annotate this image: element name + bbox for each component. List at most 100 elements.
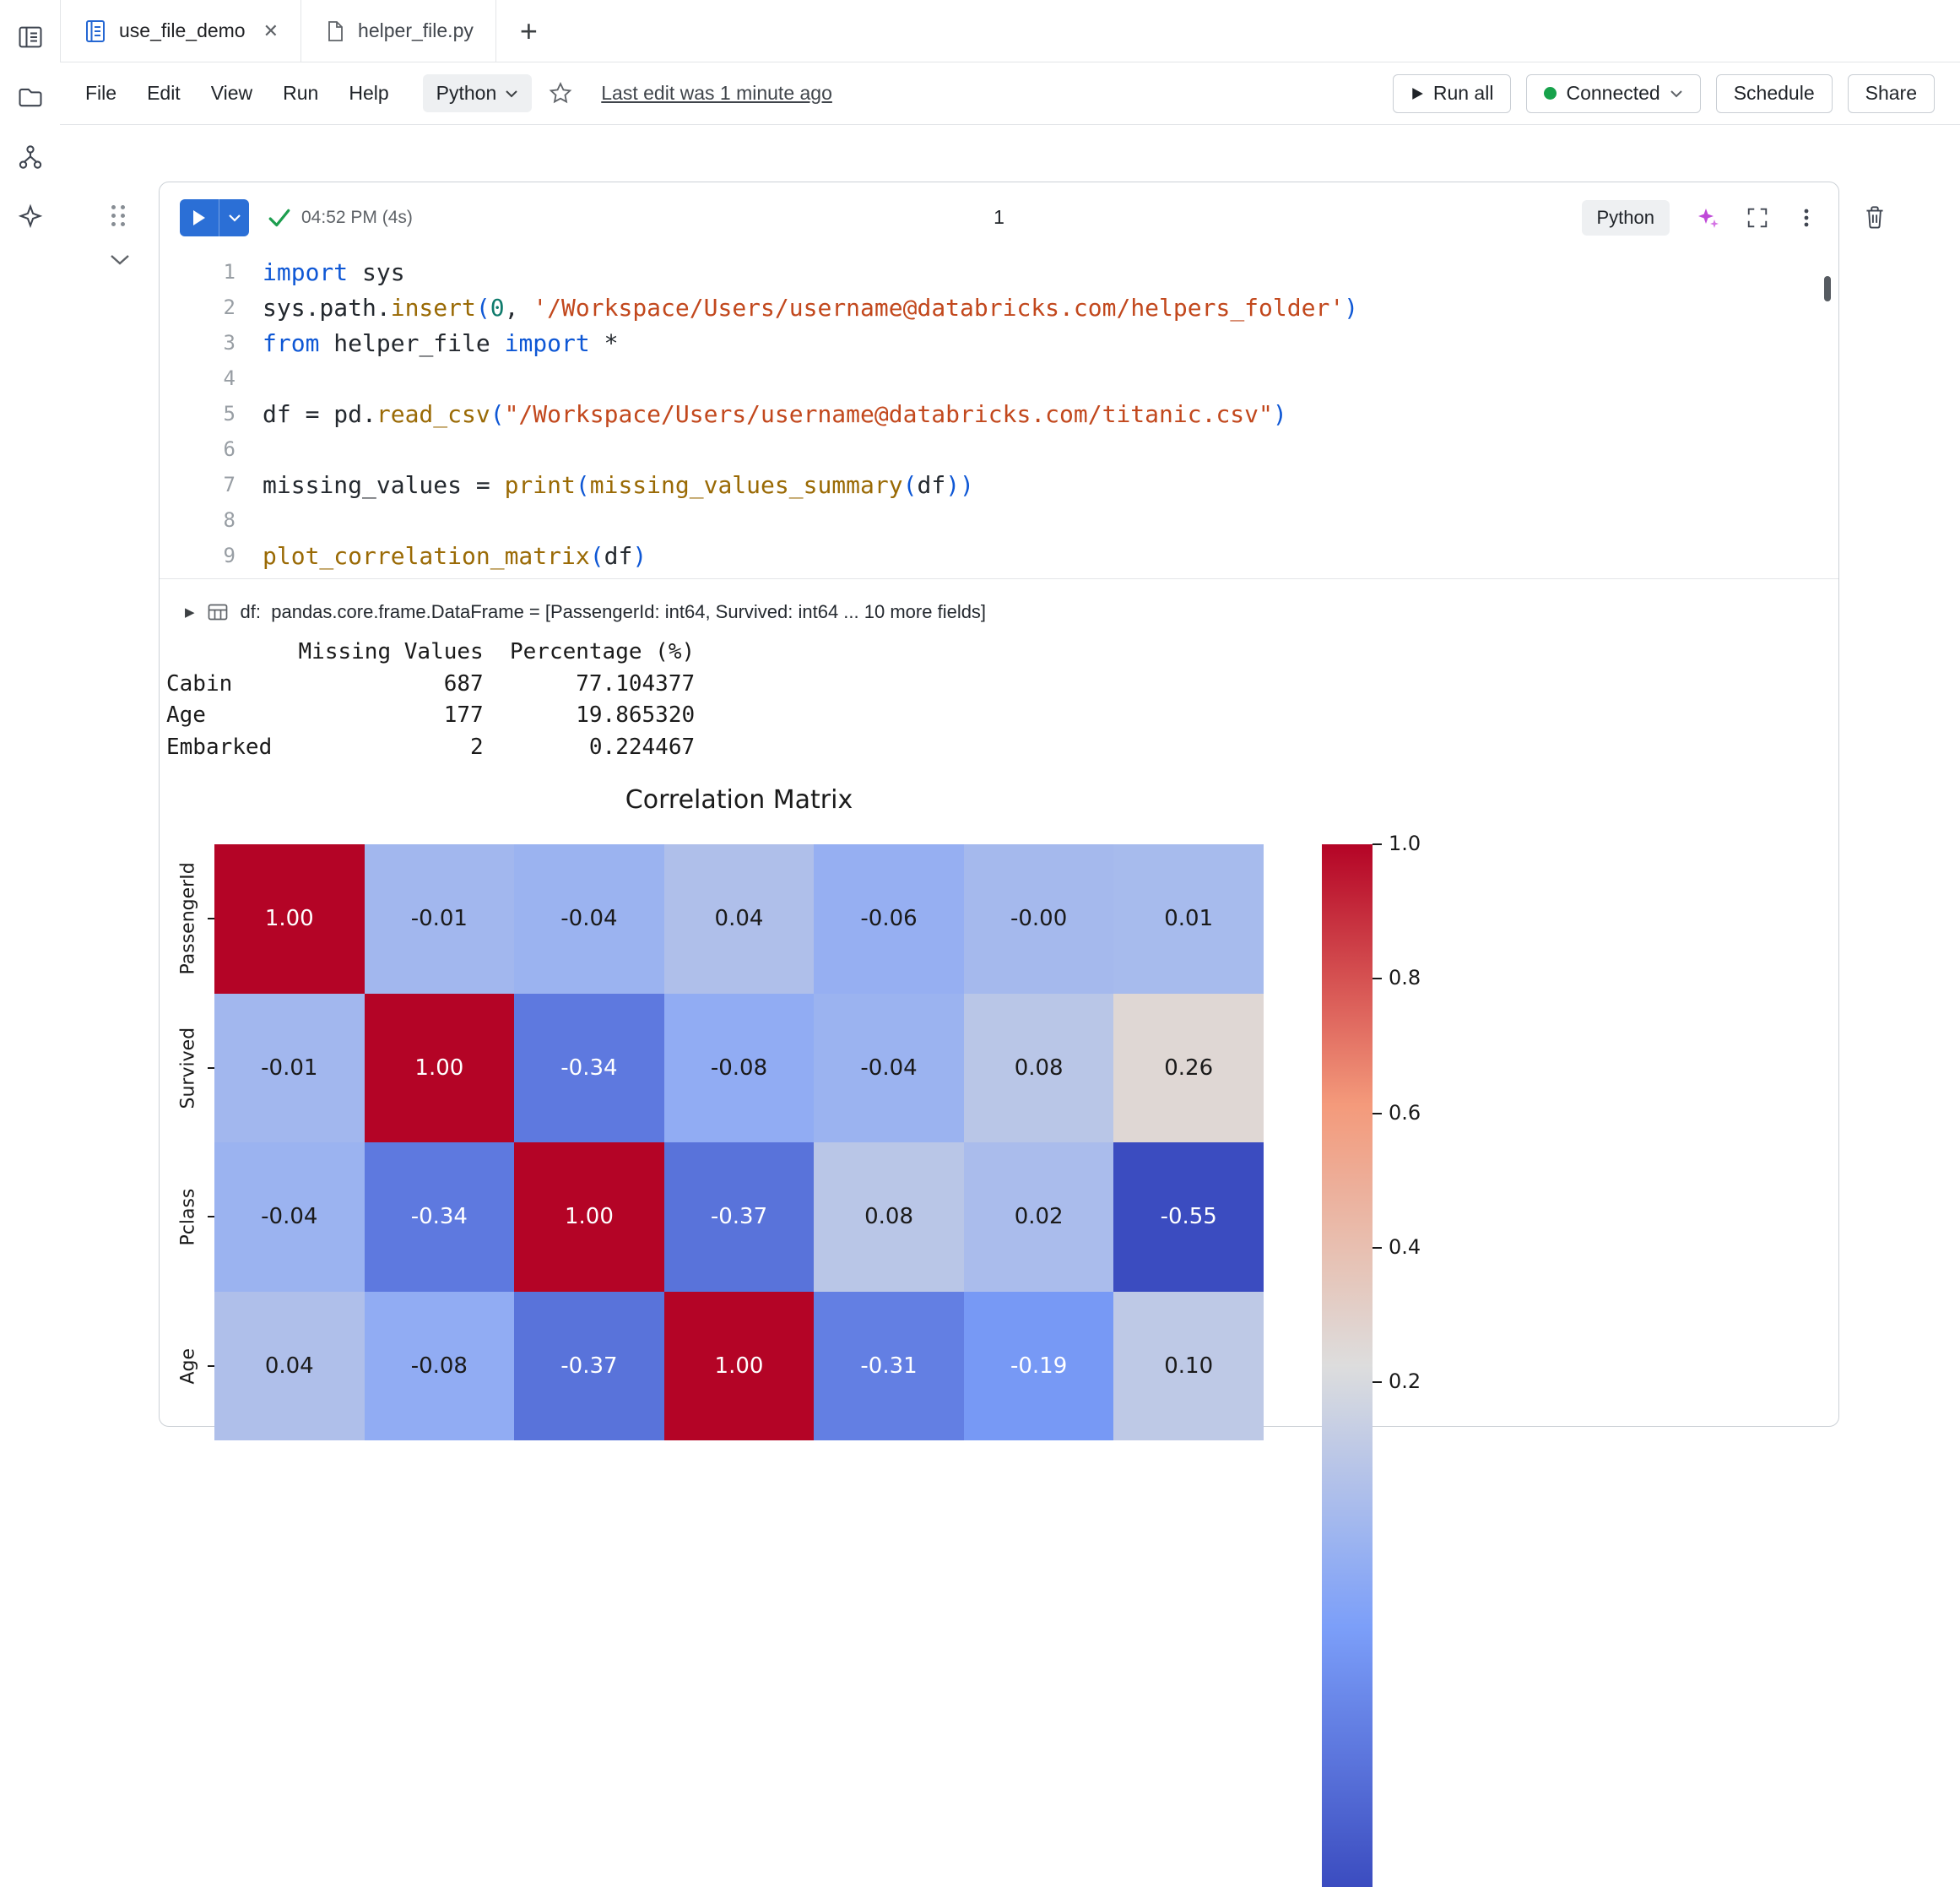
expand-triangle-icon[interactable]: ▶ (185, 606, 195, 619)
language-selector[interactable]: Python (423, 74, 533, 112)
heatmap-cell: -0.01 (365, 844, 515, 994)
cell-header-actions: Python (1582, 200, 1819, 236)
line-number: 8 (160, 508, 236, 532)
code-token: print (505, 471, 576, 499)
assistant-sparkle-icon[interactable] (1695, 205, 1720, 230)
cell-language-chip[interactable]: Python (1582, 200, 1670, 236)
code-token: '/Workspace/Users/username@databricks.co… (533, 294, 1344, 322)
editor-scrollbar[interactable] (1824, 276, 1831, 301)
heatmap-cell: -0.00 (964, 844, 1114, 994)
heatmap-cell: -0.04 (214, 1142, 365, 1292)
run-options-chevron-icon[interactable] (219, 199, 249, 236)
chevron-down-icon (1670, 89, 1683, 98)
kebab-menu-icon[interactable] (1795, 206, 1818, 230)
heatmap-cell: -0.34 (514, 994, 664, 1143)
axis-tick (208, 1216, 214, 1217)
tab-use-file-demo[interactable]: use_file_demo ✕ (61, 0, 301, 62)
line-number: 3 (160, 331, 236, 355)
colorbar-tick-label: 0.6 (1389, 1101, 1421, 1125)
connected-dropdown[interactable]: Connected (1526, 74, 1700, 113)
line-number: 1 (160, 260, 236, 284)
code-token: missing_values_summary (590, 471, 903, 499)
code-token: ( (576, 471, 590, 499)
heatmap-cell: -0.55 (1113, 1142, 1264, 1292)
code-line: 3 from helper_file import * (160, 325, 1838, 361)
dataframe-summary-row[interactable]: ▶ df: pandas.core.frame.DataFrame = [Pas… (185, 599, 1838, 625)
code-token: sys (348, 258, 404, 286)
tab-helper-file[interactable]: helper_file.py (301, 0, 496, 62)
heatmap-cell: -0.31 (814, 1292, 964, 1441)
tab-label: use_file_demo (119, 19, 246, 42)
code-token: df = pd. (263, 400, 376, 428)
line-number: 6 (160, 437, 236, 461)
heatmap-cell: 1.00 (365, 994, 515, 1143)
menu-bar: File Edit View Run Help Python Last edit… (60, 62, 1960, 125)
play-icon (1410, 86, 1424, 101)
connected-label: Connected (1566, 82, 1660, 105)
last-edit-link[interactable]: Last edit was 1 minute ago (601, 82, 832, 105)
heatmap-cell: -0.08 (664, 994, 815, 1143)
menu-file[interactable]: File (85, 82, 116, 105)
delete-cell-trash-icon[interactable] (1860, 203, 1889, 231)
connected-status-dot (1544, 87, 1557, 100)
run-all-button[interactable]: Run all (1393, 74, 1512, 113)
table-icon (207, 601, 229, 623)
menu-view[interactable]: View (211, 82, 252, 105)
code-token: read_csv (376, 400, 490, 428)
favorite-star-icon[interactable] (549, 82, 572, 106)
code-token: import (263, 258, 348, 286)
share-button[interactable]: Share (1848, 74, 1935, 113)
schema-icon[interactable] (16, 143, 45, 171)
code-text: plot_correlation_matrix(df) (263, 542, 647, 570)
workspace-panel-icon[interactable] (16, 23, 45, 52)
code-token: ) (1273, 400, 1287, 428)
menu-run[interactable]: Run (283, 82, 318, 105)
language-label: Python (436, 82, 497, 105)
heatmap-cell: 0.08 (964, 994, 1114, 1143)
heatmap-cell: -0.04 (814, 994, 964, 1143)
folder-icon[interactable] (16, 83, 45, 111)
code-line: 1 import sys (160, 254, 1838, 290)
cell-drag-handle[interactable] (111, 205, 126, 226)
left-rail (0, 0, 60, 1415)
sparkle-icon[interactable] (16, 203, 45, 231)
colorbar-tick-label: 0.4 (1389, 1235, 1421, 1259)
code-text: missing_values = print(missing_values_su… (263, 471, 974, 499)
run-cell-button[interactable] (180, 199, 249, 236)
colorbar-tick (1373, 843, 1382, 845)
code-token: ( (590, 542, 604, 570)
heatmap-cell: 0.02 (964, 1142, 1114, 1292)
code-token: df (917, 471, 945, 499)
cell-collapse-chevron-icon[interactable] (109, 253, 131, 266)
menu-help[interactable]: Help (349, 82, 388, 105)
heatmap-cell: 0.04 (214, 1292, 365, 1441)
heatmap-cell: 0.08 (814, 1142, 964, 1292)
tab-label: helper_file.py (358, 19, 474, 42)
axis-tick (208, 918, 214, 919)
chart-title: Correlation Matrix (214, 785, 1264, 815)
code-token: , (505, 294, 533, 322)
code-token: ) (632, 542, 647, 570)
code-token: insert (391, 294, 476, 322)
play-icon[interactable] (180, 199, 219, 236)
code-text: from helper_file import * (263, 329, 618, 357)
code-token: sys.path. (263, 294, 391, 322)
code-token: ( (903, 471, 918, 499)
line-number: 2 (160, 296, 236, 319)
menu-edit[interactable]: Edit (147, 82, 181, 105)
expand-fullscreen-icon[interactable] (1746, 206, 1769, 230)
code-token: df (604, 542, 633, 570)
schedule-button[interactable]: Schedule (1716, 74, 1833, 113)
menu-actions: Run all Connected Schedule Share (1393, 74, 1935, 113)
heatmap-row-label: PassengerId (172, 844, 204, 994)
close-icon[interactable]: ✕ (263, 22, 279, 41)
run-all-label: Run all (1433, 82, 1494, 105)
new-tab-button[interactable]: + (496, 0, 561, 62)
code-token: plot_correlation_matrix (263, 542, 590, 570)
success-check-icon (268, 206, 291, 230)
code-token: "/Workspace/Users/username@databricks.co… (505, 400, 1273, 428)
colorbar-tick (1373, 1381, 1382, 1383)
